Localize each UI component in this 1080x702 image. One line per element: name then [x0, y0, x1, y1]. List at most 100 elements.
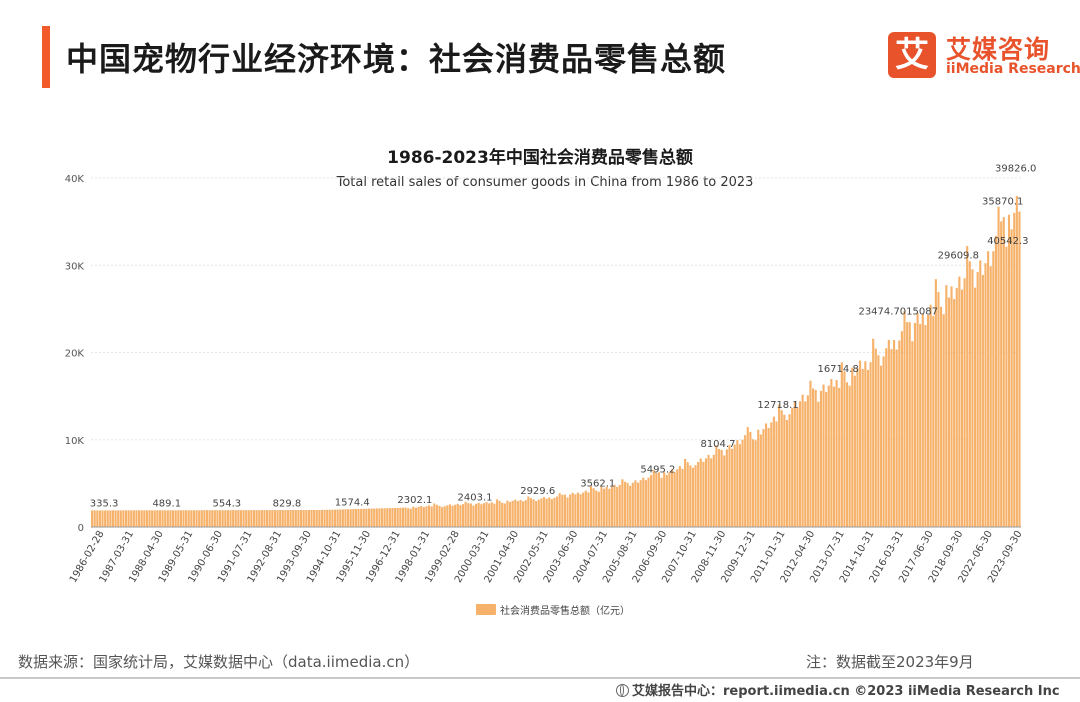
bar	[947, 297, 950, 527]
bar	[937, 292, 940, 527]
bar	[255, 510, 258, 527]
bar	[341, 509, 344, 527]
bar	[135, 510, 138, 527]
bar	[934, 279, 937, 527]
bar	[741, 439, 744, 527]
bar	[678, 466, 681, 527]
bar	[749, 431, 752, 527]
bar	[138, 510, 141, 527]
bar	[271, 510, 274, 527]
bar	[527, 496, 530, 527]
bar	[932, 316, 935, 527]
bar	[553, 497, 556, 527]
footer-divider	[0, 677, 1080, 679]
bar	[971, 269, 974, 527]
bar	[101, 510, 104, 527]
bar	[634, 480, 637, 527]
bar	[289, 510, 292, 527]
bar	[459, 505, 462, 527]
bar	[563, 494, 566, 527]
bar	[989, 266, 992, 527]
bar	[955, 287, 958, 527]
bar	[926, 315, 930, 527]
bar	[140, 510, 143, 527]
bar	[900, 331, 903, 527]
bar	[164, 510, 167, 527]
bar	[179, 510, 182, 527]
bar	[801, 394, 804, 527]
bar	[712, 454, 715, 527]
bar	[347, 509, 350, 527]
bar	[895, 349, 898, 527]
bar	[890, 349, 893, 527]
data-label: 5495.2	[640, 464, 675, 475]
bar	[472, 505, 475, 527]
bar	[171, 510, 175, 527]
globe-icon	[616, 684, 629, 697]
bar	[380, 508, 384, 527]
bar	[208, 510, 211, 527]
bar	[328, 509, 331, 527]
bar	[746, 427, 749, 527]
bar	[124, 510, 128, 527]
bar	[592, 488, 595, 527]
bar	[751, 439, 755, 527]
bar	[266, 510, 269, 527]
bar	[388, 508, 391, 527]
report-center-text: 艾媒报告中心：report.iimedia.cn ©2023 iiMedia R…	[632, 684, 1060, 699]
bar	[529, 498, 533, 527]
bar	[785, 419, 789, 527]
bar	[177, 510, 180, 527]
bar	[535, 501, 538, 527]
bar	[940, 306, 943, 527]
bar	[127, 510, 130, 527]
bar	[576, 492, 580, 527]
bar	[305, 510, 308, 527]
bar	[600, 486, 603, 527]
bar	[396, 507, 399, 527]
brand-name-en: iiMedia Research	[946, 61, 1080, 77]
data-label: 39826.0	[995, 163, 1036, 174]
bar	[676, 469, 679, 527]
bar	[556, 496, 559, 527]
bar	[370, 508, 373, 527]
bar	[417, 506, 420, 527]
bar	[422, 507, 425, 527]
data-label: 2302.1	[397, 495, 432, 506]
bar	[279, 510, 282, 527]
bar	[1005, 246, 1008, 527]
bar	[514, 499, 517, 527]
bar	[391, 508, 394, 527]
bar	[132, 510, 135, 527]
bar	[117, 510, 120, 527]
bar	[623, 481, 627, 527]
bar	[299, 510, 303, 527]
bar	[558, 493, 561, 527]
bar	[540, 498, 543, 527]
bar	[650, 475, 653, 527]
bar	[109, 510, 112, 527]
bar	[639, 480, 642, 527]
bar	[511, 500, 514, 527]
bar	[190, 510, 193, 527]
bar	[898, 340, 901, 527]
bar	[903, 311, 906, 527]
bar	[464, 501, 467, 527]
bar	[467, 503, 470, 527]
bar	[485, 502, 488, 527]
data-label: 35870.1	[982, 197, 1023, 208]
report-center-link[interactable]: 艾媒报告中心：report.iimedia.cn ©2023 iiMedia R…	[616, 680, 1060, 699]
bar	[655, 472, 658, 527]
bar	[522, 501, 525, 527]
bar	[318, 509, 321, 527]
bar	[869, 362, 872, 527]
bar	[906, 322, 909, 527]
retail-sales-chart: 010K20K30K40K1986-02-281987-03-311988-04…	[65, 163, 1037, 617]
bar	[276, 510, 279, 527]
bar	[185, 510, 188, 527]
bar	[945, 285, 948, 527]
bar	[252, 510, 256, 527]
bar	[367, 508, 371, 527]
bar	[111, 510, 115, 527]
bar	[537, 499, 540, 527]
